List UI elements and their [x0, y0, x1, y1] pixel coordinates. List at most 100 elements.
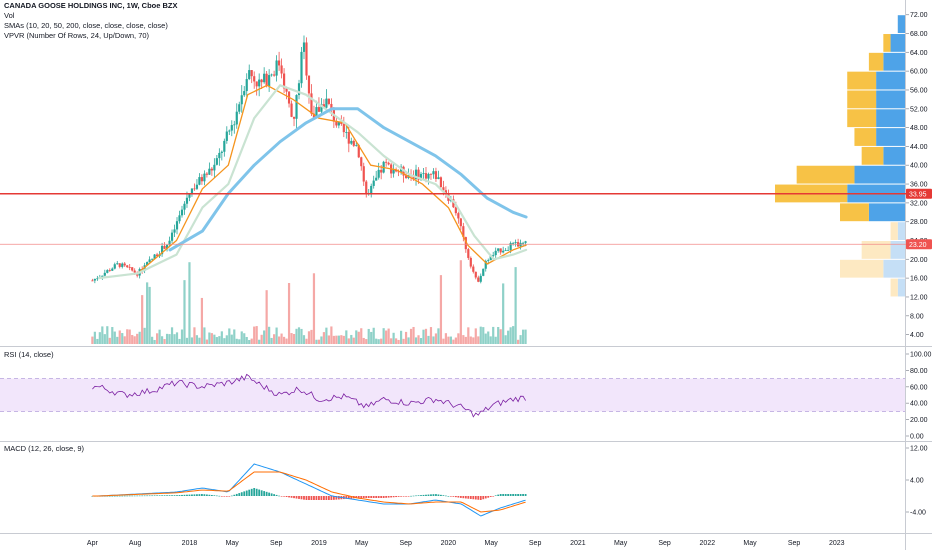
volume-bar — [118, 330, 121, 344]
volume-bar — [133, 336, 136, 344]
vpvr-down-bar — [861, 146, 884, 165]
macd-histogram-bar — [524, 494, 527, 496]
volume-bar — [270, 337, 273, 344]
volume-bar — [108, 337, 111, 344]
legend-vpvr[interactable]: VPVR (Number Of Rows, 24, Up/Down, 70) — [4, 31, 150, 40]
volume-bar — [462, 335, 465, 344]
macd-histogram-bar — [113, 495, 116, 497]
macd-histogram-bar — [482, 496, 485, 500]
time-tick-label: 2018 — [182, 540, 198, 547]
candle-body — [370, 185, 373, 194]
rsi-title[interactable]: RSI (14, close) — [4, 350, 54, 359]
macd-histogram-bar — [205, 494, 208, 496]
macd-histogram-bar — [298, 496, 300, 499]
candle-body — [320, 104, 323, 112]
candle-body — [484, 260, 487, 269]
candle-body — [392, 169, 395, 174]
candle-body — [507, 250, 510, 251]
time-tick-label: 2022 — [700, 540, 716, 547]
candle-body — [118, 263, 121, 267]
macd-histogram-bar — [218, 495, 221, 497]
legend-vol[interactable]: Vol — [4, 11, 15, 20]
candle-body — [173, 229, 176, 233]
vpvr-up-bar — [876, 71, 905, 90]
sma-line-1 — [98, 84, 527, 279]
volume-bar — [183, 280, 186, 344]
price-candles — [91, 35, 527, 284]
macd-histogram-bar — [111, 495, 114, 497]
macd-histogram-bar — [457, 496, 460, 498]
volume-bar — [467, 327, 470, 344]
candle-body — [175, 221, 179, 230]
macd-histogram-bar — [477, 496, 480, 500]
macd-histogram-bar — [213, 495, 216, 496]
macd-histogram-bar — [509, 494, 512, 496]
rsi-tick-label: 40.00 — [910, 401, 928, 408]
rsi-tick-label: 0.00 — [910, 434, 924, 441]
macd-histogram-bar — [467, 496, 470, 499]
volume-bar — [98, 332, 101, 344]
macd-histogram-bar — [355, 496, 358, 499]
macd-histogram-bar — [288, 496, 290, 498]
vpvr-up-bar — [883, 52, 905, 71]
volume-bar — [487, 331, 490, 344]
candle-body — [170, 232, 174, 241]
volume-bar — [345, 330, 348, 344]
macd-histogram-bar — [472, 496, 475, 500]
price-marker-badge — [906, 188, 932, 199]
macd-histogram-bar — [464, 496, 467, 499]
volume-bar — [113, 331, 116, 344]
sma-line-2 — [97, 84, 528, 280]
macd-title[interactable]: MACD (12, 26, close, 9) — [4, 444, 85, 453]
volume-bar — [452, 339, 455, 344]
volume-bar — [320, 336, 323, 344]
candle-body — [387, 162, 390, 165]
macd-histogram-bar — [156, 495, 158, 496]
candle-body — [347, 132, 350, 144]
price-tick-label: 28.00 — [910, 219, 928, 226]
candle-body — [235, 111, 238, 125]
candle-body — [459, 218, 462, 227]
volume-bar — [362, 337, 365, 344]
volume-bar — [141, 295, 144, 344]
volume-bar — [387, 328, 390, 344]
price-tick-label: 72.00 — [910, 12, 928, 19]
candle-body — [151, 258, 154, 260]
candle-body — [362, 166, 365, 182]
price-tick-label: 44.00 — [910, 144, 928, 151]
volume-bar — [350, 334, 353, 344]
volume-bar — [367, 328, 370, 344]
macd-histogram-bar — [347, 496, 350, 499]
legend-smas[interactable]: SMAs (10, 20, 50, 200, close, close, clo… — [4, 21, 168, 30]
volume-bar — [414, 337, 418, 344]
candle-body — [185, 197, 189, 204]
macd-histogram-bar — [449, 496, 452, 497]
volume-bar — [287, 283, 291, 344]
volume-bar — [454, 337, 457, 344]
candle-body — [452, 199, 455, 208]
candle-body — [457, 213, 460, 219]
volume-bar — [285, 338, 288, 344]
volume-bar — [93, 331, 96, 344]
volume-bar — [203, 327, 206, 344]
candle-body — [437, 177, 440, 179]
volume-bar — [479, 326, 482, 344]
candle-body — [126, 265, 129, 268]
rsi-legend: RSI (14, close) — [4, 350, 54, 360]
vpvr-up-bar — [876, 90, 905, 109]
candle-body — [228, 130, 231, 132]
volume-bar — [155, 333, 159, 344]
legend-symbol[interactable]: CANADA GOOSE HOLDINGS INC, 1W, Cboe BZX — [4, 1, 178, 10]
candle-body — [439, 177, 443, 188]
macd-histogram-bar — [255, 488, 258, 496]
macd-histogram-bar — [235, 493, 238, 496]
macd-histogram-bar — [357, 496, 360, 498]
macd-histogram-bar — [163, 495, 166, 496]
candle-body — [492, 255, 495, 256]
sma-lines — [97, 84, 528, 280]
volume-bar — [422, 329, 425, 344]
volume-bar — [277, 336, 281, 344]
macd-histogram-bar — [474, 496, 477, 500]
candle-body — [113, 264, 116, 269]
